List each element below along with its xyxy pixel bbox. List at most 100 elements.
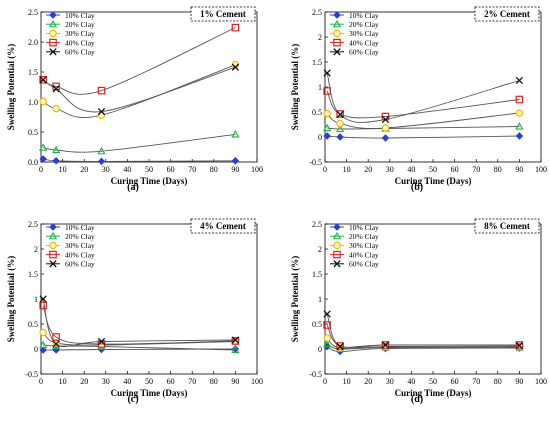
series-line [43,133,236,153]
data-point [231,345,240,354]
x-tick-label: 80 [494,165,502,174]
x-tick-label: 90 [515,377,523,386]
data-point [39,76,47,84]
x-tick-label: 60 [167,165,175,174]
cement-tag-box [190,6,256,22]
legend-marker [332,19,342,28]
x-tick-label: 50 [145,165,153,174]
y-tick-label: 0.5 [28,128,38,137]
data-point [39,328,47,337]
data-point [515,122,524,130]
x-tick-label: 100 [535,377,547,386]
data-point [231,336,240,344]
cement-tag: 8% Cement [484,221,530,231]
data-point [515,109,524,117]
legend-label: 60% Clay [349,260,379,269]
y-tick-label: 1.5 [312,270,322,279]
y-tick-label: 0 [318,345,322,354]
x-tick-label: 10 [343,165,351,174]
x-tick-label: 70 [472,165,480,174]
y-tick-label: -0.5 [25,370,38,379]
cement-tag: 4% Cement [200,221,246,231]
x-axis-title: Curing Time (Days) [111,388,188,398]
legend-label: 10% Clay [349,11,379,20]
legend-label: 60% Clay [349,48,379,57]
data-point [231,337,240,345]
legend-label: 20% Clay [65,232,95,241]
legend-label: 10% Clay [65,11,95,20]
x-tick-label: 90 [231,165,239,174]
x-tick-label: 0 [39,377,43,386]
y-tick-label: 1.5 [28,68,38,77]
series-line [42,64,236,119]
legend-marker [49,223,57,231]
legend-marker [49,29,57,38]
x-tick-label: 50 [145,377,153,386]
y-tick-label: 0 [318,133,322,142]
series-line [42,66,236,113]
data-point [323,339,332,348]
data-point [515,341,524,349]
series-line [43,344,236,351]
y-tick-label: 0.5 [312,320,322,329]
y-tick-label: 1.5 [28,270,38,279]
data-point [323,123,332,132]
series-line [326,337,520,349]
y-tick-label: -0.5 [309,158,322,167]
legend-label: 40% Clay [65,250,95,259]
legend-marker [333,38,341,47]
data-point [39,346,47,354]
y-tick-label: 0 [34,345,38,354]
y-axis-title: Swelling Potential (%) [6,44,16,131]
legend-label: 30% Clay [349,241,379,250]
data-point [52,85,60,93]
data-point [97,86,106,95]
x-tick-label: 80 [210,377,218,386]
data-point [39,155,47,163]
data-point [323,132,331,140]
data-point [97,107,106,116]
legend-label: 40% Clay [349,250,379,259]
x-tick-label: 70 [188,377,196,386]
legend-marker [49,11,57,19]
data-point [39,97,47,106]
x-tick-label: 60 [451,165,459,174]
data-point [97,157,106,166]
legend-label: 20% Clay [349,20,379,29]
data-point [231,157,240,165]
y-tick-label: 2.0 [28,38,38,47]
data-point [336,110,344,119]
y-tick-label: 2 [318,245,322,254]
data-point [97,146,106,155]
cement-tag-box [474,218,540,234]
y-tick-label: -0.5 [309,370,322,379]
series-line [326,343,520,350]
data-point [515,76,524,85]
data-point [39,143,48,151]
legend-marker [333,223,341,231]
x-axis-title: Curing Time (Days) [111,176,188,186]
chart-panel: 0 10 20 30 40 50 60 70 80 90 100-0.500.511.522.5Cu… [290,218,547,405]
data-point [39,301,47,310]
y-tick-label: 2.5 [312,8,322,17]
legend-marker [49,48,57,56]
legend-label: 40% Clay [349,38,379,47]
data-point [336,110,344,118]
legend-label: 60% Clay [65,260,95,269]
x-tick-label: 10 [343,377,351,386]
data-point [335,124,345,133]
x-tick-label: 100 [535,165,547,174]
x-tick-label: 10 [59,377,67,386]
data-point [39,295,47,303]
x-tick-label: 20 [364,377,372,386]
data-point [51,145,61,154]
data-point [231,63,240,71]
legend-marker [333,29,341,38]
panel-label: (b) [411,182,423,193]
legend-marker [48,231,58,240]
x-tick-label: 30 [386,165,394,174]
legend-label: 20% Clay [349,232,379,241]
legend-marker [333,250,341,259]
data-point [381,115,390,124]
x-tick-label: 90 [515,165,523,174]
